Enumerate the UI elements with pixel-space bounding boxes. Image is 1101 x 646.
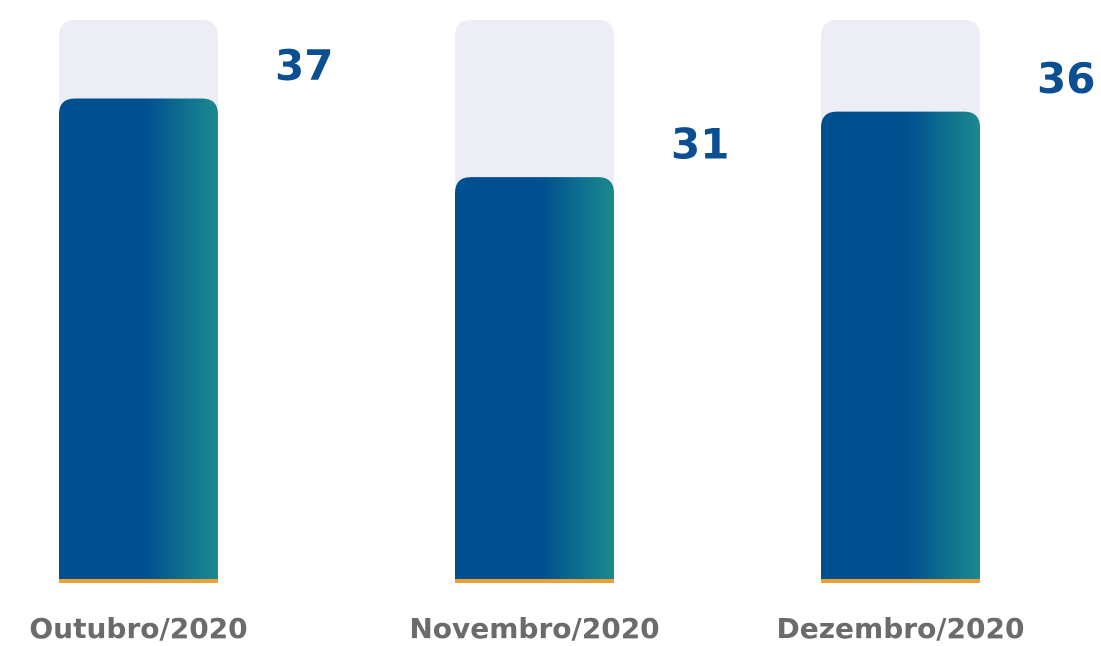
bar [821,111,980,584]
value-label: 36 [1037,54,1095,103]
value-label: 31 [671,120,729,169]
bar-baseline [455,579,614,583]
category-label: Dezembro/2020 [777,612,1025,645]
bar [59,98,218,583]
category-label: Novembro/2020 [409,612,659,645]
value-label: 37 [275,41,333,90]
bar-baseline [821,579,980,583]
bar [455,177,614,583]
bar-baseline [59,579,218,583]
category-label: Outubro/2020 [29,612,247,645]
